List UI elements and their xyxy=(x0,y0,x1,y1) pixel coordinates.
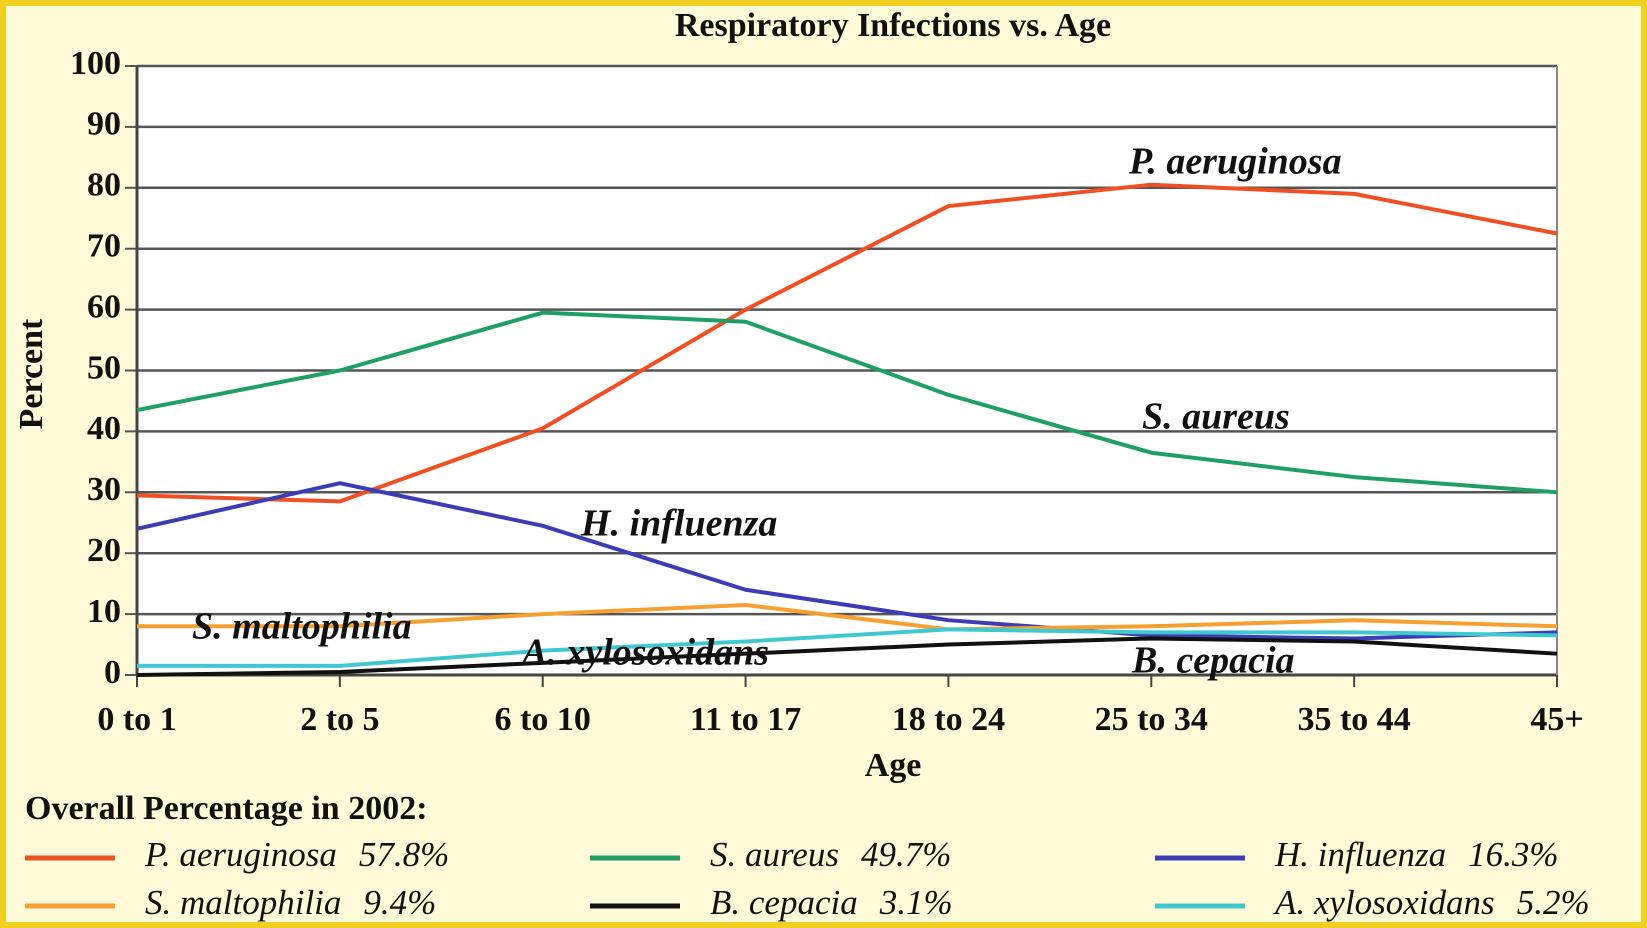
y-tick-label: 30 xyxy=(87,471,121,508)
y-tick-label: 90 xyxy=(87,106,121,143)
series-line xyxy=(137,602,1558,632)
chart-title: Respiratory Infections vs. Age xyxy=(675,7,1111,44)
legend-entry: S. maltophilia 9.4% xyxy=(145,883,436,922)
series-annotation: A. xylosoxidans xyxy=(520,632,769,674)
y-tick-label: 40 xyxy=(87,410,121,447)
series-annotation: H. influenza xyxy=(580,503,777,545)
legend-entry: H. influenza 16.3% xyxy=(1274,835,1559,874)
legend-name: H. influenza xyxy=(1274,835,1446,874)
legend-entry: B. cepacia 3.1% xyxy=(710,883,953,922)
x-tick-label: 2 to 5 xyxy=(300,701,379,738)
legend-overall: 16.3% xyxy=(1468,835,1558,874)
series-line xyxy=(136,636,1558,677)
series-line xyxy=(136,310,1558,495)
y-axis-label: Percent xyxy=(13,318,50,429)
series-annotation: S. maltophilia xyxy=(192,606,412,648)
x-tick-label: 0 to 1 xyxy=(97,701,176,738)
series-line xyxy=(137,627,1558,668)
legend-name: S. maltophilia xyxy=(145,883,341,922)
y-tick-label: 0 xyxy=(104,654,121,691)
legend-overall: 57.8% xyxy=(359,835,449,874)
series-annotation: S. aureus xyxy=(1142,396,1290,438)
y-tick-label: 10 xyxy=(87,593,121,630)
series-annotation: B. cepacia xyxy=(1131,640,1295,682)
y-tick-label: 20 xyxy=(87,532,121,569)
legend-title: Overall Percentage in 2002: xyxy=(25,790,428,827)
x-tick-label: 45+ xyxy=(1530,701,1583,738)
legend-entry: A. xylosoxidans 5.2% xyxy=(1273,883,1590,922)
x-tick-label: 25 to 34 xyxy=(1095,701,1208,738)
x-tick-label: 11 to 17 xyxy=(690,701,801,738)
legend-name: B. cepacia xyxy=(710,883,858,922)
legend-name: P. aeruginosa xyxy=(144,835,337,874)
legend-name: A. xylosoxidans xyxy=(1273,883,1495,922)
legend-overall: 3.1% xyxy=(879,883,953,922)
series-line xyxy=(136,481,1558,641)
y-tick-label: 50 xyxy=(87,349,121,386)
legend-overall: 49.7% xyxy=(861,835,951,874)
legend-name: S. aureus xyxy=(710,835,839,874)
x-tick-label: 6 to 10 xyxy=(495,701,591,738)
y-tick-label: 100 xyxy=(70,45,121,82)
legend-overall: 5.2% xyxy=(1517,883,1590,922)
legend-overall: 9.4% xyxy=(363,883,436,922)
y-tick-label: 60 xyxy=(87,288,121,325)
legend-entry: S. aureus 49.7% xyxy=(710,835,951,874)
y-tick-label: 70 xyxy=(87,227,121,264)
x-tick-label: 18 to 24 xyxy=(892,701,1005,738)
y-tick-label: 80 xyxy=(87,167,121,204)
series-annotation: P. aeruginosa xyxy=(1128,141,1342,183)
x-tick-label: 35 to 44 xyxy=(1297,701,1410,738)
x-axis-label: Age xyxy=(865,747,922,784)
legend-entry: P. aeruginosa 57.8% xyxy=(144,835,449,874)
